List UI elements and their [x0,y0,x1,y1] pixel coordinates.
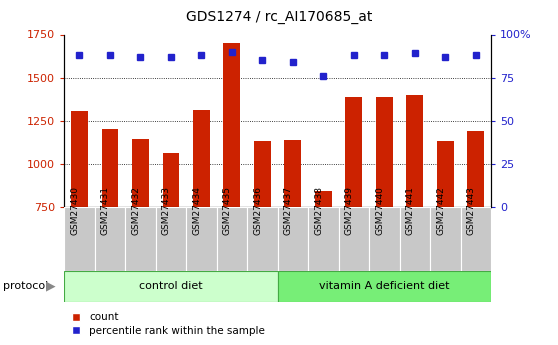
Bar [400,207,430,271]
Bar [369,207,400,271]
Bar [278,271,491,302]
Text: protocol: protocol [3,282,48,291]
Bar [186,207,217,271]
Bar [376,97,393,207]
Text: control diet: control diet [139,282,203,291]
Legend: count, percentile rank within the sample: count, percentile rank within the sample [61,308,269,340]
Bar [406,95,423,207]
Text: GDS1274 / rc_AI170685_at: GDS1274 / rc_AI170685_at [186,10,372,24]
Text: GSM27430: GSM27430 [70,186,79,235]
Text: GSM27441: GSM27441 [406,186,415,235]
Bar [254,141,271,207]
Bar [71,111,88,207]
Bar [156,207,186,271]
Bar [308,207,339,271]
Text: GSM27433: GSM27433 [162,186,171,235]
Text: GSM27439: GSM27439 [345,186,354,235]
Bar [95,207,125,271]
Text: GSM27437: GSM27437 [284,186,293,235]
Text: GSM27442: GSM27442 [436,186,445,235]
Bar [339,207,369,271]
Bar [224,43,240,207]
Bar [468,131,484,207]
Text: GSM27440: GSM27440 [376,186,384,235]
Bar [64,271,277,302]
Bar [102,128,118,207]
Text: ▶: ▶ [46,280,56,293]
Text: GSM27435: GSM27435 [223,186,232,235]
Bar [217,207,247,271]
Bar [430,207,460,271]
Bar [285,140,301,207]
Bar [437,141,454,207]
Text: vitamin A deficient diet: vitamin A deficient diet [319,282,450,291]
Bar [125,207,156,271]
Bar [193,110,210,207]
Bar [345,97,362,207]
Text: GSM27438: GSM27438 [314,186,323,235]
Text: GSM27443: GSM27443 [467,186,476,235]
Bar [460,207,491,271]
Bar [278,207,308,271]
Text: GSM27431: GSM27431 [101,186,110,235]
Bar [64,207,95,271]
Text: GSM27434: GSM27434 [193,186,201,235]
Bar [162,152,179,207]
Text: GSM27432: GSM27432 [131,186,141,235]
Text: GSM27436: GSM27436 [253,186,262,235]
Bar [315,190,331,207]
Bar [132,139,149,207]
Bar [247,207,277,271]
